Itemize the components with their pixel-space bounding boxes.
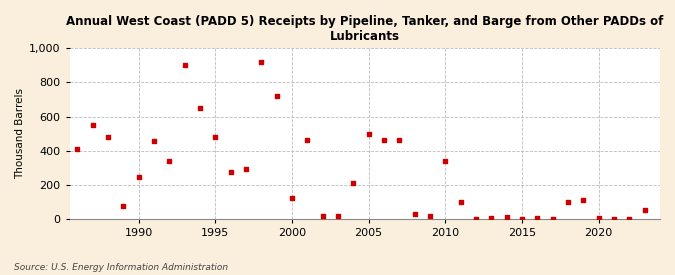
Point [164,159,175,163]
Point [440,159,451,163]
Point [532,216,543,220]
Point [516,217,527,221]
Point [194,106,205,110]
Point [502,215,512,219]
Point [103,135,113,139]
Point [609,217,620,221]
Title: Annual West Coast (PADD 5) Receipts by Pipeline, Tanker, and Barge from Other PA: Annual West Coast (PADD 5) Receipts by P… [66,15,664,43]
Point [547,217,558,221]
Point [287,196,298,201]
Point [394,138,405,143]
Point [148,139,159,144]
Point [455,200,466,204]
Point [348,181,358,185]
Point [593,216,604,220]
Text: Source: U.S. Energy Information Administration: Source: U.S. Energy Information Administ… [14,263,227,272]
Point [470,217,481,221]
Point [486,216,497,220]
Point [133,175,144,179]
Point [562,200,573,204]
Point [379,138,389,143]
Point [363,131,374,136]
Point [118,204,129,208]
Point [87,123,98,127]
Point [425,213,435,218]
Y-axis label: Thousand Barrels: Thousand Barrels [15,88,25,179]
Point [240,167,251,172]
Point [180,63,190,68]
Point [578,198,589,202]
Point [317,214,328,219]
Point [271,94,282,98]
Point [639,208,650,213]
Point [302,138,313,142]
Point [256,60,267,64]
Point [409,212,420,216]
Point [210,135,221,139]
Point [72,147,83,151]
Point [624,217,634,221]
Point [333,213,344,218]
Point [225,170,236,174]
